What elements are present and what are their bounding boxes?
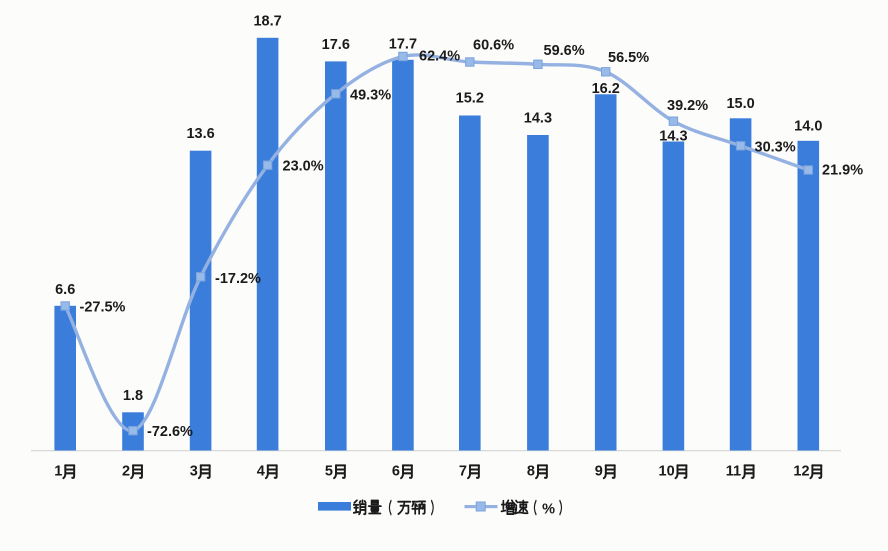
svg-text:18.7: 18.7 bbox=[253, 14, 281, 30]
svg-text:17.6: 17.6 bbox=[322, 37, 350, 53]
svg-text:%: % bbox=[542, 502, 555, 518]
svg-text:39.2%: 39.2% bbox=[667, 98, 708, 114]
svg-text:1: 1 bbox=[54, 464, 62, 480]
svg-text:56.5%: 56.5% bbox=[608, 50, 649, 66]
svg-text:14.3: 14.3 bbox=[524, 111, 552, 127]
svg-text:59.6%: 59.6% bbox=[544, 43, 585, 59]
svg-text:16.2: 16.2 bbox=[592, 81, 620, 97]
svg-text:49.3%: 49.3% bbox=[350, 88, 391, 104]
svg-text:14.3: 14.3 bbox=[659, 129, 687, 145]
svg-text:23.0%: 23.0% bbox=[283, 159, 324, 175]
svg-text:-72.6%: -72.6% bbox=[147, 424, 193, 440]
svg-text:8: 8 bbox=[527, 464, 535, 480]
svg-text:62.4%: 62.4% bbox=[419, 49, 460, 65]
svg-text:9: 9 bbox=[595, 464, 603, 480]
svg-text:6: 6 bbox=[392, 464, 400, 480]
svg-text:30.3%: 30.3% bbox=[755, 140, 796, 156]
svg-text:13.6: 13.6 bbox=[186, 126, 214, 142]
svg-text:6.6: 6.6 bbox=[55, 282, 75, 298]
svg-text:4: 4 bbox=[257, 464, 265, 480]
svg-text:1.8: 1.8 bbox=[123, 388, 143, 404]
svg-text:15.0: 15.0 bbox=[726, 96, 754, 112]
svg-text:-17.2%: -17.2% bbox=[215, 271, 261, 287]
svg-text:7: 7 bbox=[459, 464, 467, 480]
svg-text:17.7: 17.7 bbox=[389, 37, 417, 53]
svg-text:14.0: 14.0 bbox=[794, 119, 822, 135]
svg-text:15.2: 15.2 bbox=[456, 91, 484, 107]
svg-text:-27.5%: -27.5% bbox=[80, 300, 126, 316]
svg-text:5: 5 bbox=[325, 464, 333, 480]
svg-text:60.6%: 60.6% bbox=[473, 38, 514, 54]
svg-text:12: 12 bbox=[793, 464, 809, 480]
svg-text:3: 3 bbox=[190, 464, 198, 480]
svg-text:2: 2 bbox=[122, 464, 130, 480]
svg-text:21.9%: 21.9% bbox=[822, 163, 863, 179]
svg-text:10: 10 bbox=[659, 464, 675, 480]
svg-text:11: 11 bbox=[726, 464, 741, 480]
